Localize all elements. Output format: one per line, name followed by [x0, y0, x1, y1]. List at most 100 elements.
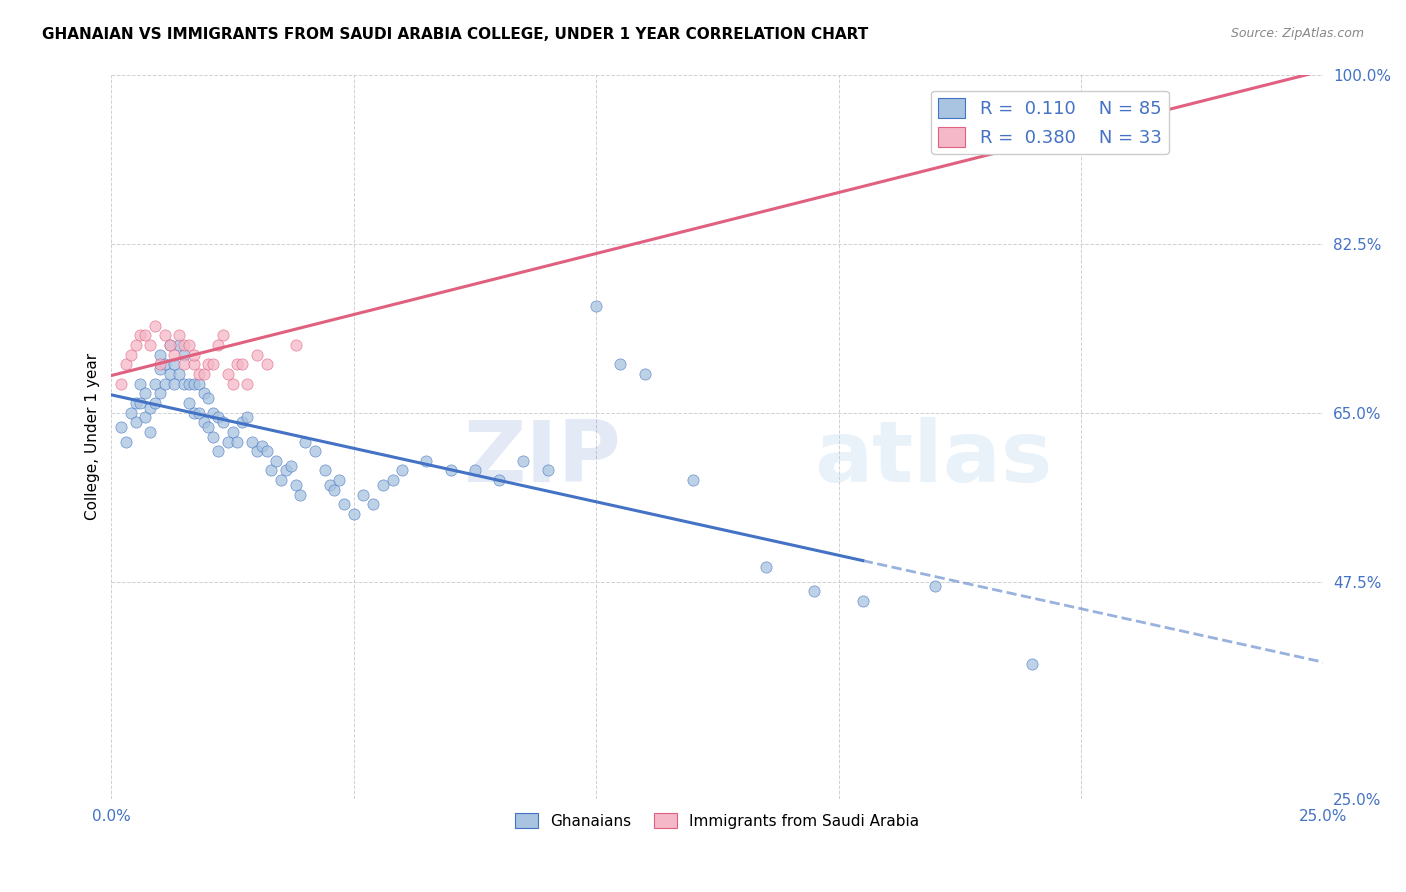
Point: [159, 338, 181, 352]
Point: [139, 401, 162, 415]
Point: [153, 357, 176, 371]
Point: [183, 357, 205, 371]
Y-axis label: College, Under 1 year: College, Under 1 year: [86, 353, 100, 520]
Point: [149, 386, 172, 401]
Point: [221, 376, 243, 391]
Point: [250, 439, 273, 453]
Point: [120, 405, 142, 419]
Point: [163, 348, 186, 362]
Point: [217, 434, 239, 449]
Point: [246, 444, 269, 458]
Point: [173, 357, 195, 371]
Point: [139, 338, 162, 352]
Point: [284, 478, 307, 492]
Point: [1021, 657, 1043, 671]
Point: [110, 420, 132, 434]
Point: [120, 348, 142, 362]
Point: [226, 357, 249, 371]
Point: [207, 444, 229, 458]
Point: [143, 376, 166, 391]
Point: [280, 458, 302, 473]
Point: [197, 420, 219, 434]
Point: [236, 410, 259, 425]
Point: [304, 444, 326, 458]
Point: [159, 338, 181, 352]
Point: [440, 463, 463, 477]
Point: [129, 396, 152, 410]
Point: [202, 430, 225, 444]
Point: [149, 362, 172, 376]
Legend: Ghanaians, Immigrants from Saudi Arabia: Ghanaians, Immigrants from Saudi Arabia: [509, 806, 925, 835]
Point: [464, 463, 486, 477]
Point: [682, 473, 704, 487]
Point: [134, 386, 156, 401]
Point: [212, 415, 235, 429]
Point: [124, 396, 146, 410]
Point: [187, 367, 209, 381]
Point: [294, 434, 316, 449]
Point: [159, 367, 181, 381]
Point: [585, 299, 607, 313]
Point: [143, 396, 166, 410]
Point: [169, 328, 191, 343]
Point: [852, 594, 875, 608]
Point: [134, 410, 156, 425]
Point: [183, 376, 205, 391]
Point: [212, 328, 235, 343]
Point: [169, 367, 191, 381]
Point: [609, 357, 631, 371]
Point: [314, 463, 336, 477]
Point: [488, 473, 510, 487]
Point: [537, 463, 560, 477]
Point: [256, 444, 278, 458]
Point: [173, 338, 195, 352]
Point: [236, 376, 259, 391]
Point: [143, 318, 166, 333]
Point: [207, 338, 229, 352]
Point: [149, 357, 172, 371]
Point: [328, 473, 350, 487]
Point: [193, 415, 215, 429]
Point: [183, 348, 205, 362]
Point: [512, 454, 534, 468]
Point: [202, 405, 225, 419]
Point: [193, 367, 215, 381]
Point: [202, 357, 225, 371]
Point: [124, 415, 146, 429]
Point: [333, 497, 356, 511]
Point: [129, 328, 152, 343]
Point: [924, 579, 946, 593]
Point: [169, 338, 191, 352]
Point: [217, 367, 239, 381]
Point: [110, 376, 132, 391]
Point: [115, 357, 138, 371]
Point: [177, 338, 200, 352]
Text: atlas: atlas: [814, 417, 1053, 500]
Point: [139, 425, 162, 439]
Point: [240, 434, 263, 449]
Point: [755, 560, 778, 574]
Point: [246, 348, 269, 362]
Point: [231, 357, 253, 371]
Point: [163, 376, 186, 391]
Point: [323, 483, 346, 497]
Point: [197, 391, 219, 405]
Point: [134, 328, 156, 343]
Point: [153, 376, 176, 391]
Point: [115, 434, 138, 449]
Point: [173, 348, 195, 362]
Point: [226, 434, 249, 449]
Point: [1046, 106, 1069, 120]
Point: [221, 425, 243, 439]
Point: [231, 415, 253, 429]
Point: [173, 376, 195, 391]
Point: [353, 488, 375, 502]
Point: [415, 454, 437, 468]
Text: GHANAIAN VS IMMIGRANTS FROM SAUDI ARABIA COLLEGE, UNDER 1 YEAR CORRELATION CHART: GHANAIAN VS IMMIGRANTS FROM SAUDI ARABIA…: [42, 27, 869, 42]
Point: [381, 473, 404, 487]
Point: [264, 454, 287, 468]
Point: [343, 507, 366, 521]
Point: [177, 396, 200, 410]
Point: [129, 376, 152, 391]
Point: [207, 410, 229, 425]
